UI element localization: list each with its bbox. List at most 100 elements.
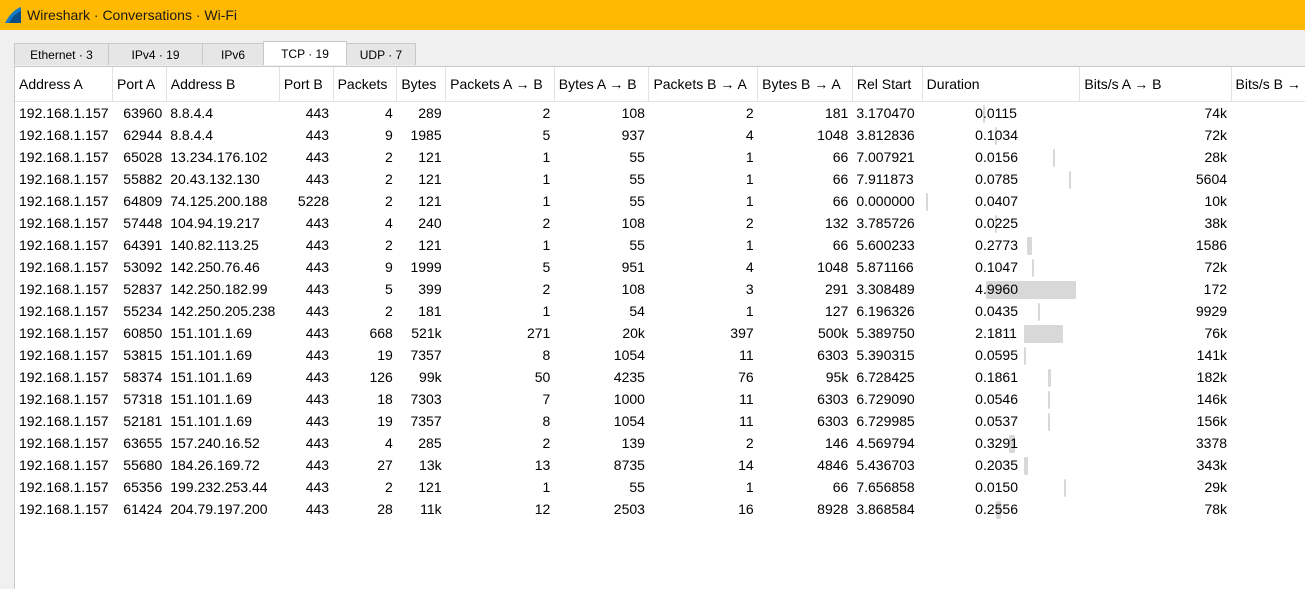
table-row[interactable]: 192.168.1.157 64809 74.125.200.188 5228 2 121…: [15, 190, 1305, 212]
table-row[interactable]: 192.168.1.157 62944 8.8.4.4 443 9 1985 5 937 4 10…: [15, 124, 1305, 146]
cell-address-a: 192.168.1.157: [19, 435, 109, 451]
table-row[interactable]: 192.168.1.157 53092 142.250.76.46 443 9 1999 5…: [15, 256, 1305, 278]
column-header-packets-b-a[interactable]: Packets B → A: [648, 67, 759, 102]
cell-bytes-a-b: 55: [629, 193, 645, 209]
cell-address-a: 192.168.1.157: [19, 215, 109, 231]
cell-bytes-b-a: 66: [832, 237, 849, 253]
cell-address-a: 192.168.1.157: [19, 281, 109, 297]
cell-bytes-a-b: 108: [621, 281, 645, 297]
cell-packets-b-a: 16: [738, 501, 754, 517]
table-row[interactable]: 192.168.1.157 53815 151.101.1.69 443 19 7357 8…: [15, 344, 1305, 366]
cell-address-b: 157.240.16.52: [170, 435, 260, 451]
cell-packets: 4: [385, 435, 393, 451]
cell-bits-b-a: [1231, 146, 1305, 168]
table-row[interactable]: 192.168.1.157 65356 199.232.253.44 443 2 121 1…: [15, 476, 1305, 498]
tab-udp[interactable]: UDP · 7: [346, 43, 416, 65]
cell-address-a: 192.168.1.157: [19, 127, 109, 143]
cell-duration: 0.1047: [922, 256, 1080, 278]
cell-packets-b-a: 11: [739, 413, 754, 429]
tab-ipv6[interactable]: IPv6: [202, 43, 264, 65]
duration-timeline-bar: [1038, 303, 1041, 321]
duration-timeline-bar: [1047, 391, 1050, 409]
cell-bytes-a-b: 937: [621, 127, 645, 143]
cell-packets-a-b: 7: [542, 391, 551, 407]
column-header-rel-start[interactable]: Rel Start: [852, 67, 923, 102]
cell-port-a: 53815: [123, 347, 163, 363]
table-row[interactable]: 192.168.1.157 61424 204.79.197.200 443 28 11k…: [15, 498, 1305, 520]
cell-packets-a-b: 5: [542, 127, 551, 143]
column-header-port-b[interactable]: Port B: [279, 67, 334, 102]
wireshark-fin-icon: [5, 7, 21, 23]
cell-port-b: 443: [305, 479, 330, 495]
column-header-bytes[interactable]: Bytes: [396, 67, 447, 102]
cell-bytes: 1999: [410, 259, 442, 275]
cell-packets-b-a: 1: [745, 479, 754, 495]
table-row[interactable]: 192.168.1.157 55882 20.43.132.130 443 2 121 1 5…: [15, 168, 1305, 190]
cell-bytes: 121: [418, 193, 442, 209]
duration-timeline-bar: [1064, 479, 1067, 497]
cell-bytes-a-b: 139: [621, 435, 645, 451]
table-row[interactable]: 192.168.1.157 65028 13.234.176.102 443 2 121 1…: [15, 146, 1305, 168]
tab-tcp[interactable]: TCP · 19: [263, 41, 347, 65]
table-row[interactable]: 192.168.1.157 57318 151.101.1.69 443 18 7303 7…: [15, 388, 1305, 410]
column-header-address-b[interactable]: ^ Address B: [166, 67, 280, 102]
cell-address-b: 74.125.200.188: [170, 193, 268, 209]
duration-value: 0.2556: [975, 501, 1018, 517]
cell-duration: 0.1861: [922, 366, 1080, 388]
tab-ethernet[interactable]: Ethernet · 3: [14, 43, 109, 65]
cell-packets-a-b: 13: [534, 457, 551, 473]
cell-packets-a-b: 8: [542, 347, 551, 363]
duration-timeline-bar: [996, 501, 1001, 519]
column-header-port-a[interactable]: Port A: [112, 67, 167, 102]
conversation-table-area[interactable]: Address A Port A ^ Address B Port B Packe…: [14, 66, 1305, 589]
table-row[interactable]: 192.168.1.157 63655 157.240.16.52 443 4 285 2 1…: [15, 432, 1305, 454]
cell-bits-a-b: 146k: [1196, 391, 1228, 407]
table-row[interactable]: 192.168.1.157 63960 8.8.4.4 443 4 289 2 108 2 181…: [15, 102, 1305, 125]
cell-port-a: 65356: [123, 479, 163, 495]
column-header-address-a[interactable]: Address A: [15, 67, 114, 102]
cell-rel-start: 6.196326: [856, 303, 915, 319]
duration-timeline-bar: [1027, 237, 1033, 255]
cell-rel-start: 5.871166: [856, 259, 914, 275]
cell-address-a: 192.168.1.157: [19, 457, 109, 473]
cell-bytes-a-b: 2503: [613, 501, 645, 517]
table-row[interactable]: 192.168.1.157 60850 151.101.1.69 443 668 521k…: [15, 322, 1305, 344]
column-header-bits-b-a[interactable]: Bits/s B →: [1231, 67, 1305, 102]
column-header-packets-a-b[interactable]: Packets A → B: [445, 67, 555, 102]
cell-bits-b-a: [1231, 300, 1305, 322]
cell-address-b: 151.101.1.69: [170, 347, 252, 363]
table-row[interactable]: 192.168.1.157 58374 151.101.1.69 443 126 99k 5…: [15, 366, 1305, 388]
table-row[interactable]: 192.168.1.157 64391 140.82.113.25 443 2 121 1 5…: [15, 234, 1305, 256]
cell-bytes-b-a: 6303: [817, 413, 849, 429]
cell-bits-a-b: 72k: [1204, 127, 1228, 143]
cell-bits-b-a: [1231, 344, 1305, 366]
column-header-duration[interactable]: Duration: [922, 67, 1081, 102]
cell-port-b: 443: [305, 105, 330, 121]
cell-packets-b-a: 4: [745, 259, 754, 275]
table-row[interactable]: 192.168.1.157 57448 104.94.19.217 443 4 240 2 1…: [15, 212, 1305, 234]
cell-bits-a-b: 28k: [1204, 149, 1228, 165]
tab-ipv4[interactable]: IPv4 · 19: [108, 43, 203, 65]
cell-port-b: 443: [305, 237, 330, 253]
cell-packets-a-b: 1: [542, 171, 551, 187]
cell-port-a: 55680: [123, 457, 163, 473]
cell-packets-a-b: 2: [542, 435, 551, 451]
table-row[interactable]: 192.168.1.157 52181 151.101.1.69 443 19 7357 8…: [15, 410, 1305, 432]
table-row[interactable]: 192.168.1.157 55234 142.250.205.238 443 2 181…: [15, 300, 1305, 322]
cell-address-b: 8.8.4.4: [170, 105, 214, 121]
column-header-bytes-b-a[interactable]: Bytes B → A: [757, 67, 853, 102]
table-row[interactable]: 192.168.1.157 52837 142.250.182.99 443 5 399 2…: [15, 278, 1305, 300]
cell-address-b: 151.101.1.69: [170, 325, 252, 341]
duration-timeline-bar: [1047, 413, 1050, 431]
cell-bits-a-b: 5604: [1195, 171, 1228, 187]
column-header-packets[interactable]: Packets: [333, 67, 398, 102]
cell-packets-b-a: 2: [745, 435, 754, 451]
column-header-bits-a-b[interactable]: Bits/s A → B: [1079, 67, 1232, 102]
table-row[interactable]: 192.168.1.157 55680 184.26.169.72 443 27 13k 1…: [15, 454, 1305, 476]
cell-duration: 0.0156: [922, 146, 1080, 168]
duration-value: 0.0435: [975, 303, 1018, 319]
column-header-bytes-a-b[interactable]: Bytes A → B: [554, 67, 650, 102]
cell-port-b: 443: [305, 149, 330, 165]
cell-rel-start: 6.729090: [856, 391, 915, 407]
cell-bytes-a-b: 8735: [613, 457, 645, 473]
